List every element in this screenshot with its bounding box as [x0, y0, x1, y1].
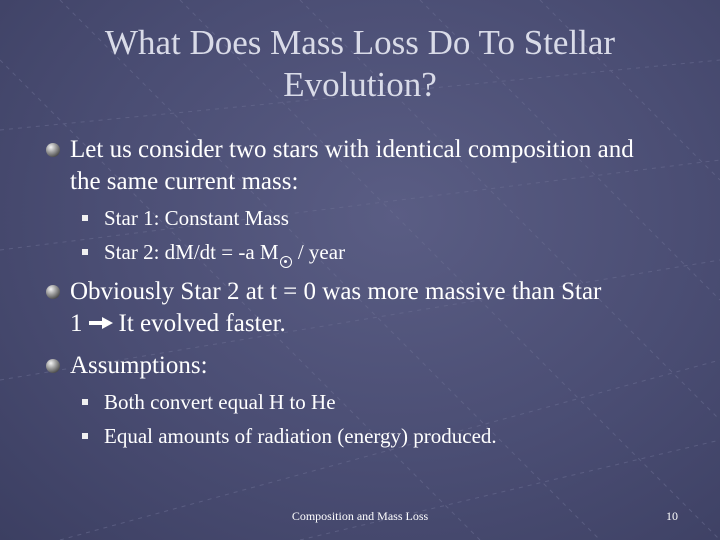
bullet-text-fragment: 1	[70, 310, 83, 337]
bullet-text: Assumptions:	[70, 352, 208, 379]
square-bullet-icon	[82, 249, 88, 255]
square-bullet-icon	[82, 215, 88, 221]
right-arrow-icon	[88, 317, 113, 329]
round-bullet-icon	[46, 359, 60, 373]
square-bullet-icon	[82, 399, 88, 405]
bullet-text-line: Obviously Star 2 at t = 0 was more massi…	[70, 278, 602, 305]
round-bullet-icon	[46, 285, 60, 299]
page-number: 10	[666, 509, 678, 523]
bullet-text: Obviously Star 2 at t = 0 was more massi…	[70, 276, 670, 340]
bullet-text-line: 1 It evolved faster.	[70, 308, 670, 340]
mass-loss-equation: Star 2: dM/dt = -a M	[104, 240, 279, 264]
bullet-text-fragment: It evolved faster.	[118, 310, 286, 337]
slide-title: What Does Mass Loss Do To Stellar Evolut…	[104, 23, 616, 104]
sub-bullet-text: Star 2: dM/dt = -a M / year	[104, 238, 674, 269]
sub-bullet-text: Star 1: Constant Mass	[104, 206, 289, 230]
sub-bullet-text: Equal amounts of radiation (energy) prod…	[104, 424, 497, 448]
footer-text: Composition and Mass Loss	[291, 509, 429, 523]
square-bullet-icon	[82, 433, 88, 439]
bullet-text: Let us consider two stars with identical…	[70, 136, 634, 195]
solar-symbol-subscript	[279, 252, 293, 268]
sub-bullet-text: Both convert equal H to He	[104, 390, 336, 414]
sun-symbol-icon	[279, 256, 292, 268]
equation-unit: / year	[292, 240, 346, 264]
round-bullet-icon	[46, 143, 60, 157]
